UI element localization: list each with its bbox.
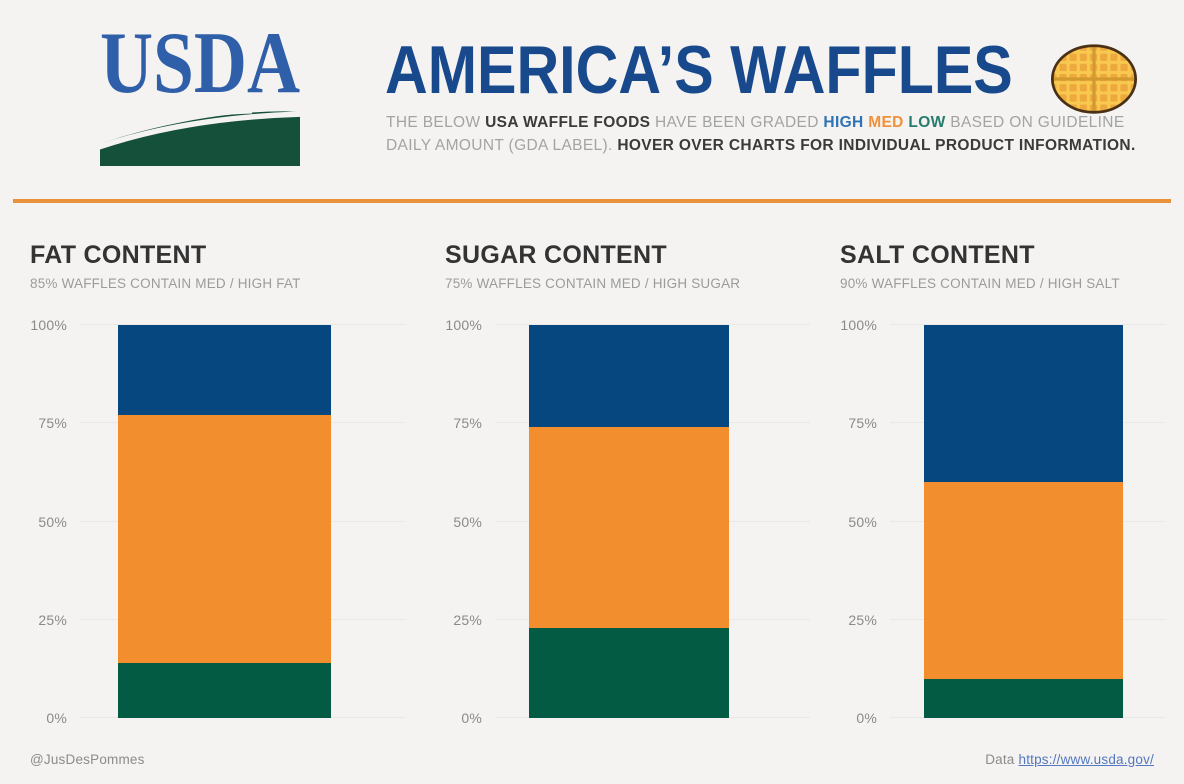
chart-subtitle-sugar: 75% WAFFLES CONTAIN MED / HIGH SUGAR: [445, 276, 741, 291]
y-tick-label: 50%: [453, 513, 482, 530]
usda-field-symbol: [95, 108, 305, 166]
y-tick-label: 75%: [38, 415, 67, 432]
gridline: [495, 324, 810, 325]
bar-segment-low[interactable]: [118, 662, 331, 718]
y-tick-label: 100%: [445, 317, 482, 333]
y-tick-label: 50%: [848, 513, 877, 530]
fat-plot-area: [76, 324, 405, 718]
waffle-icon: [1047, 42, 1141, 116]
data-source: Data https://www.usda.gov/: [985, 752, 1154, 767]
bar-segment-high[interactable]: [529, 325, 729, 428]
usda-logo: USDA: [95, 15, 305, 166]
y-tick-label: 0%: [856, 710, 877, 726]
data-source-link[interactable]: https://www.usda.gov/: [1018, 752, 1154, 767]
chart-subtitle-fat: 85% WAFFLES CONTAIN MED / HIGH FAT: [30, 276, 301, 291]
usda-logo-text: USDA: [100, 28, 300, 112]
bar-segment-high[interactable]: [924, 325, 1123, 483]
fat-chart: 0% 25% 50% 75% 100%: [30, 317, 405, 726]
chart-panel-salt: SALT CONTENT 90% WAFFLES CONTAIN MED / H…: [840, 240, 1165, 740]
y-tick-label: 0%: [461, 710, 482, 726]
gridline: [890, 324, 1165, 325]
header: AMERICA’S WAFFLES THE BELOW USA WAFFLE: [385, 32, 1160, 157]
subtitle-part: MED: [868, 114, 909, 131]
subtitle-part: BASED ON GUIDELINE: [945, 114, 1125, 131]
salt-chart: 0% 25% 50% 75% 100%: [840, 317, 1165, 726]
y-tick-label: 75%: [453, 415, 482, 432]
subtitle-part: THE BELOW: [386, 114, 486, 131]
salt-y-axis: 0% 25% 50% 75% 100%: [840, 317, 886, 726]
sugar-plot-area: [491, 324, 810, 718]
subtitle-part: HIGH: [823, 114, 869, 131]
page-title: AMERICA’S WAFFLES: [385, 32, 1013, 108]
y-tick-label: 75%: [848, 415, 877, 432]
bar-segment-med[interactable]: [924, 482, 1123, 679]
y-tick-label: 100%: [30, 317, 67, 333]
header-subtitle-line-2: DAILY AMOUNT (GDA LABEL). HOVER OVER CHA…: [386, 134, 1160, 157]
header-subtitle-line-1: THE BELOW USA WAFFLE FOODS HAVE BEEN GRA…: [386, 111, 1160, 134]
footer: @JusDesPommes Data https://www.usda.gov/: [30, 752, 1154, 767]
subtitle-part: DAILY AMOUNT (GDA LABEL).: [386, 137, 618, 154]
data-source-label: Data: [985, 752, 1015, 767]
y-tick-label: 25%: [848, 611, 877, 628]
y-tick-label: 25%: [453, 611, 482, 628]
bar-segment-med[interactable]: [118, 415, 331, 663]
stacked-bar[interactable]: [118, 325, 331, 718]
subtitle-part: LOW: [908, 114, 946, 131]
bar-segment-med[interactable]: [529, 427, 729, 628]
stacked-bar[interactable]: [529, 325, 729, 718]
chart-panel-sugar: SUGAR CONTENT 75% WAFFLES CONTAIN MED / …: [445, 240, 810, 740]
sugar-chart: 0% 25% 50% 75% 100%: [445, 317, 810, 726]
subtitle-part: HAVE BEEN GRADED: [650, 114, 824, 131]
usda-logo-graphic: USDA: [95, 15, 305, 166]
gridline: [80, 324, 405, 325]
y-tick-label: 50%: [38, 513, 67, 530]
bar-segment-low[interactable]: [924, 678, 1123, 718]
fat-y-axis: 0% 25% 50% 75% 100%: [30, 317, 76, 726]
subtitle-part: USA WAFFLE FOODS: [485, 114, 651, 131]
stacked-bar[interactable]: [924, 325, 1123, 718]
salt-plot-area: [886, 324, 1165, 718]
chart-title-salt: SALT CONTENT: [840, 241, 1035, 269]
bar-segment-high[interactable]: [118, 325, 331, 416]
chart-title-sugar: SUGAR CONTENT: [445, 241, 667, 269]
y-tick-label: 25%: [38, 611, 67, 628]
y-tick-label: 100%: [840, 317, 877, 333]
divider-line: [13, 199, 1171, 203]
chart-subtitle-salt: 90% WAFFLES CONTAIN MED / HIGH SALT: [840, 276, 1120, 291]
chart-panel-fat: FAT CONTENT 85% WAFFLES CONTAIN MED / HI…: [30, 240, 405, 740]
credit-text: @JusDesPommes: [30, 752, 145, 767]
sugar-y-axis: 0% 25% 50% 75% 100%: [445, 317, 491, 726]
subtitle-part: HOVER OVER CHARTS FOR INDIVIDUAL PRODUCT…: [617, 137, 1136, 154]
y-tick-label: 0%: [46, 710, 67, 726]
bar-segment-low[interactable]: [529, 627, 729, 718]
chart-title-fat: FAT CONTENT: [30, 241, 207, 269]
